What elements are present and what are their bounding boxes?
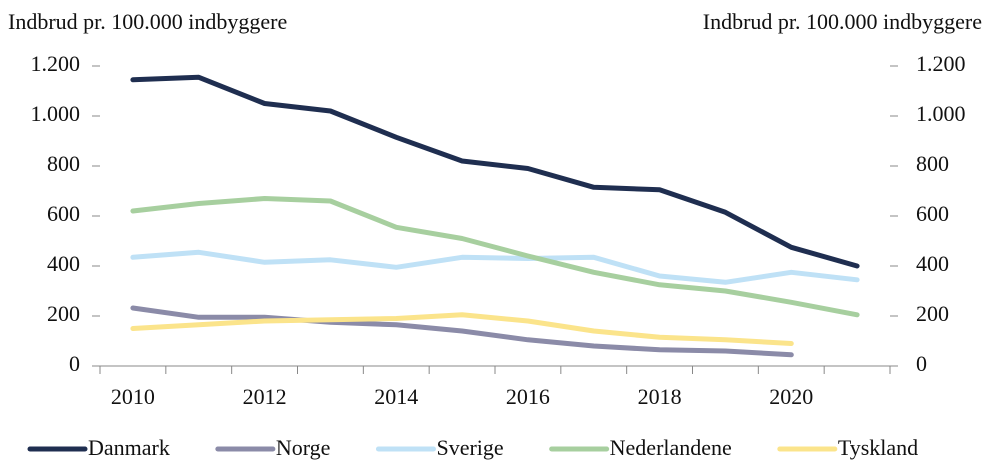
y-tick-label: 1.200	[31, 51, 81, 76]
y-tick-label: 400	[47, 251, 80, 276]
y-tick-label: 1.000	[31, 101, 81, 126]
y-axis-label: Indbrud pr. 100.000 indbyggere	[8, 9, 287, 34]
y2-tick-label: 1.200	[916, 51, 966, 76]
x-tick-label: 2018	[638, 384, 682, 409]
series-line	[130, 196, 860, 318]
x-tick-label: 2010	[111, 384, 155, 409]
series-line	[130, 305, 794, 358]
series-line	[130, 74, 860, 269]
y2-tick-label: 200	[916, 301, 949, 326]
y-tick-label: 800	[47, 151, 80, 176]
y-tick-label: 0	[69, 351, 80, 376]
y2-axis-label: Indbrud pr. 100.000 indbyggere	[703, 9, 982, 34]
y-tick-label: 600	[47, 201, 80, 226]
y2-tick-label: 400	[916, 251, 949, 276]
series-line	[130, 312, 794, 346]
legend-label: Nederlandene	[610, 435, 732, 460]
x-tick-label: 2016	[506, 384, 550, 409]
y2-tick-label: 800	[916, 151, 949, 176]
x-tick-label: 2020	[769, 384, 813, 409]
legend-label: Norge	[276, 435, 331, 460]
y2-tick-label: 0	[916, 351, 927, 376]
x-tick-label: 2014	[374, 384, 418, 409]
legend-label: Sverige	[436, 435, 503, 460]
y2-tick-label: 600	[916, 201, 949, 226]
y2-tick-label: 1.000	[916, 101, 966, 126]
x-tick-label: 2012	[243, 384, 287, 409]
legend-label: Danmark	[88, 435, 170, 460]
y-tick-label: 200	[47, 301, 80, 326]
series-line	[130, 249, 860, 285]
legend-label: Tyskland	[838, 435, 918, 460]
